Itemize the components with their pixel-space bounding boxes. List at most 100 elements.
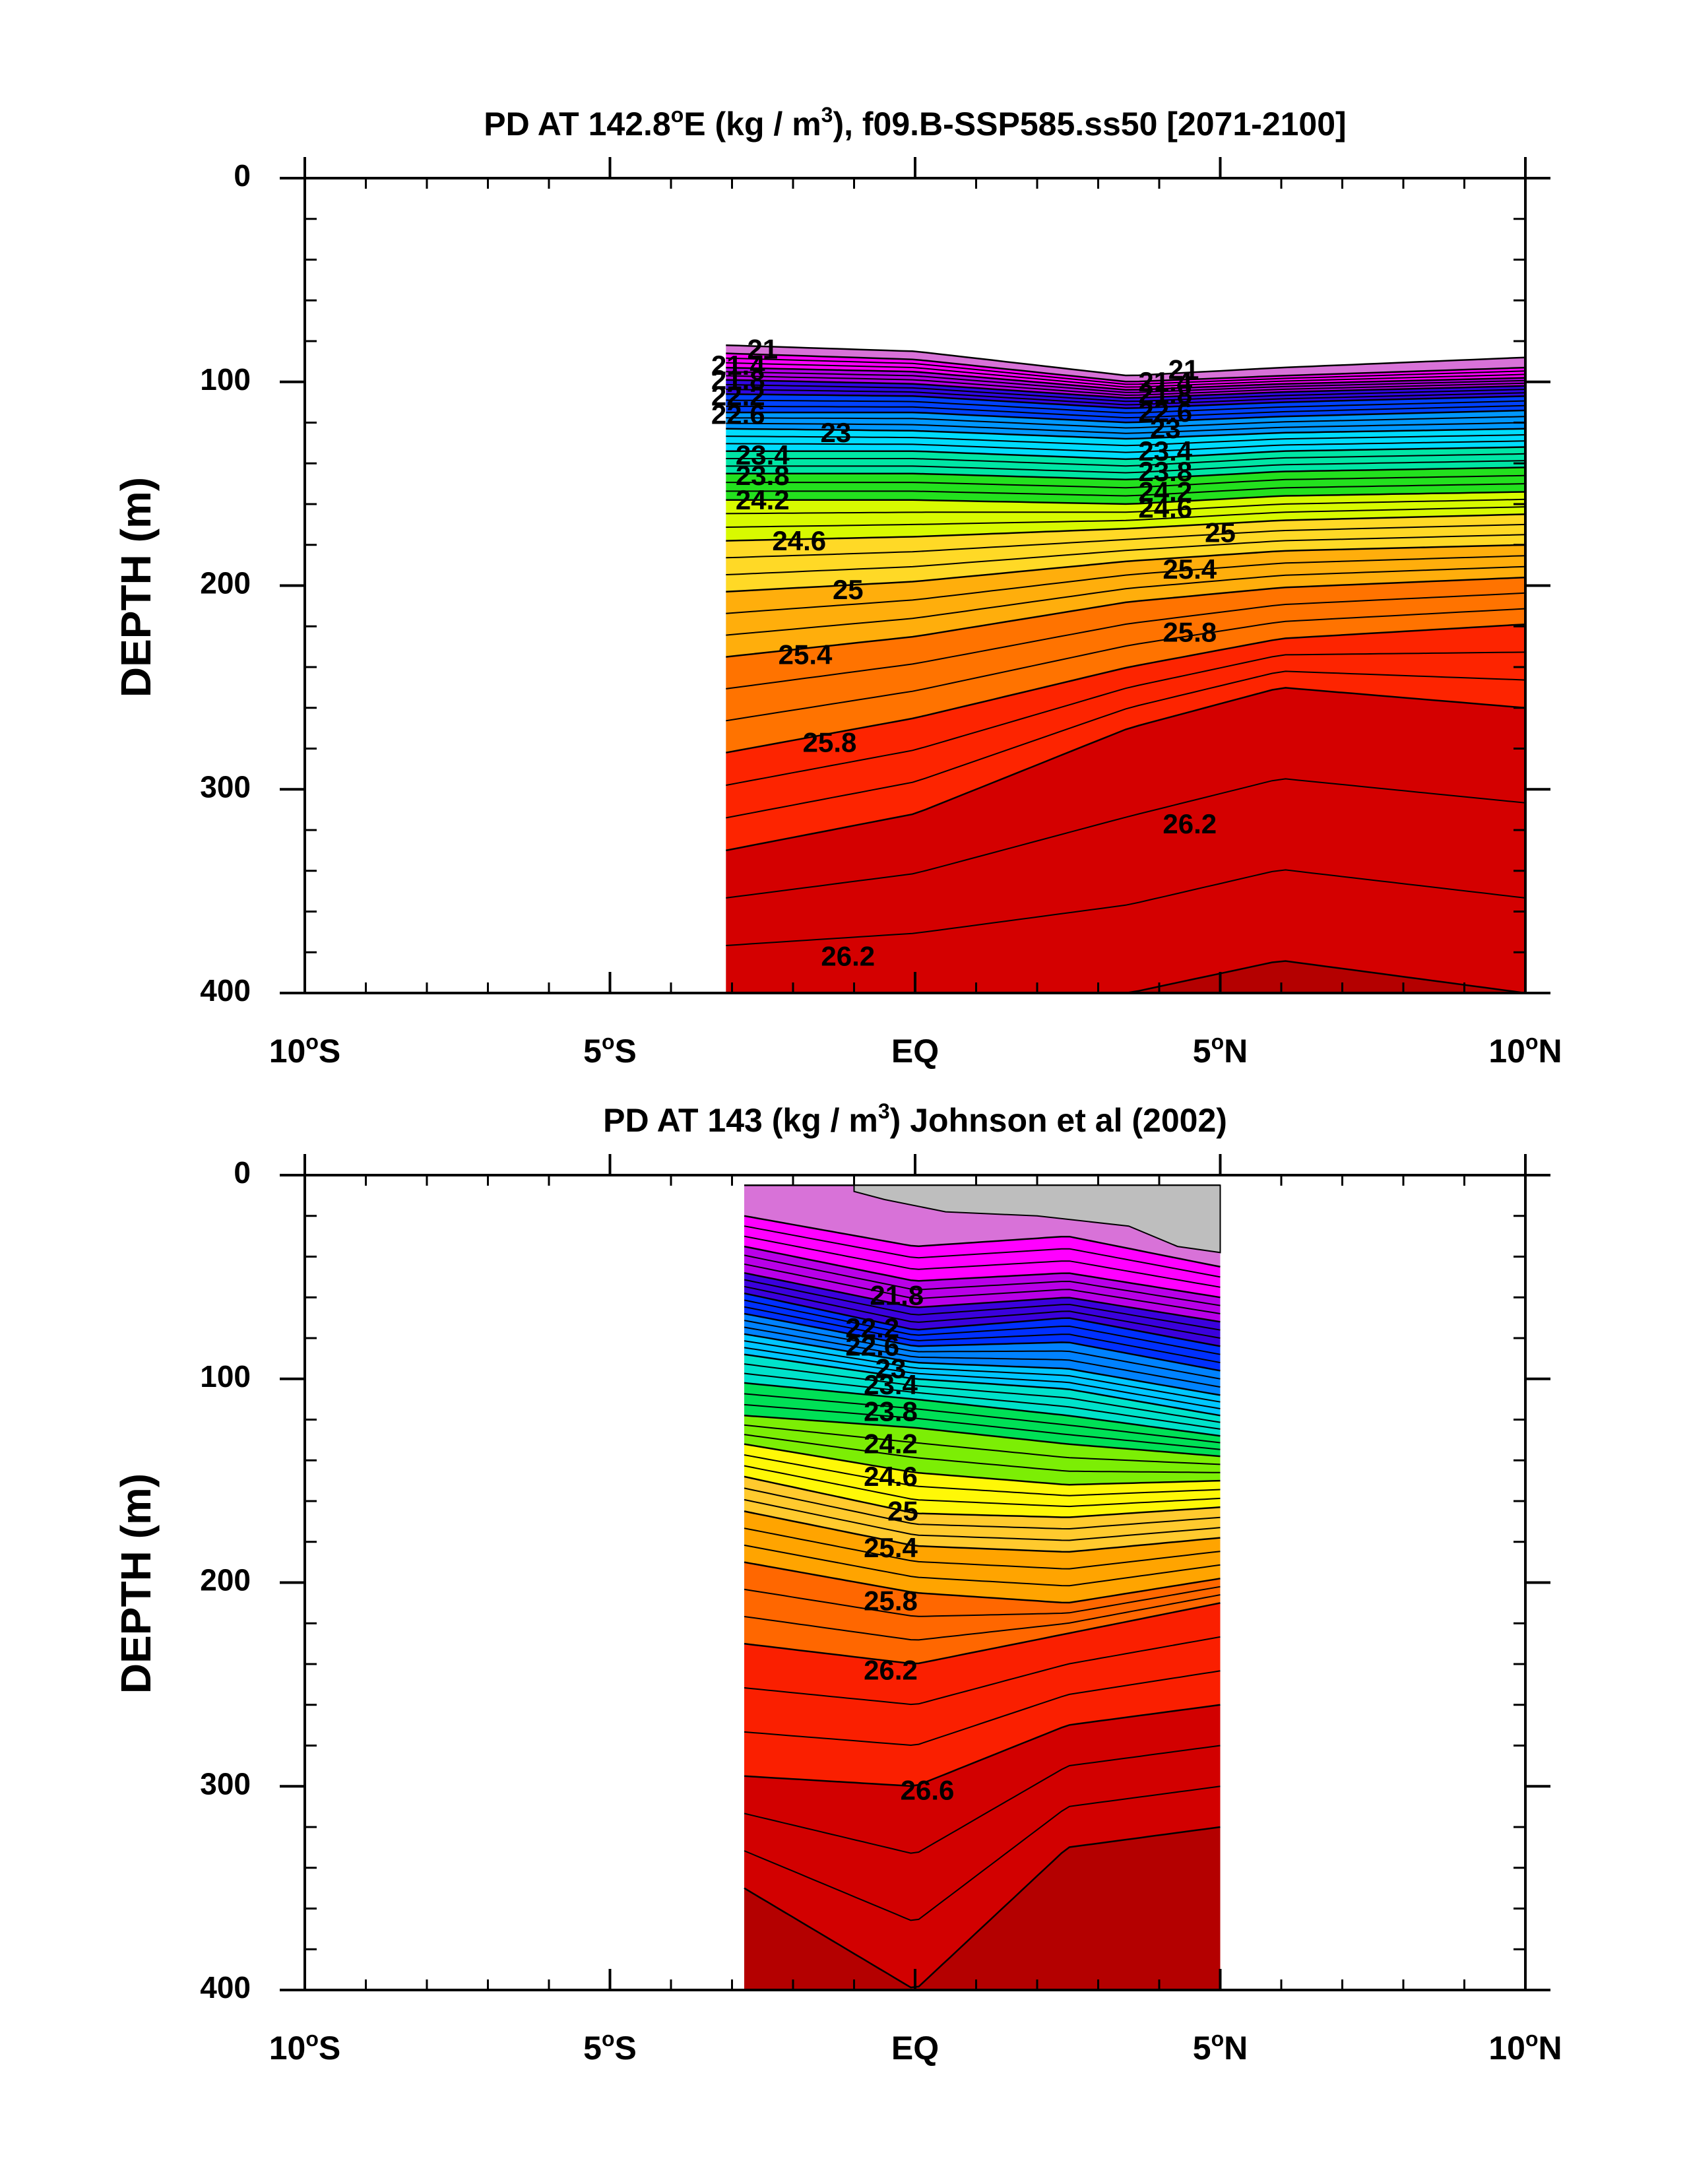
isopycnal-line [744,1424,1221,1465]
contour-label: 25.4 [779,639,833,670]
isopycnal-line [726,422,1525,434]
isopycnal-line [726,592,1525,690]
y-tick-label: 0 [234,158,251,193]
isopycnal-line [726,483,1525,497]
isopycnal-line [744,1465,1221,1508]
x-tick-label: 5oS [583,2027,637,2067]
isopycnal-line [744,1279,1221,1331]
isopycnal-line [726,383,1525,402]
isopycnal-line [744,1382,1221,1437]
panel-2-density-fill [744,1185,1221,1990]
density-band [744,1511,1221,1603]
isopycnal-line [726,357,1525,385]
panel-1-isopycnals [726,344,1525,993]
isopycnal-line [744,1527,1221,1570]
isopycnal-line [726,460,1525,474]
contour-label: 26.6 [901,1775,955,1806]
isopycnal-line [726,371,1525,393]
isopycnal-line [726,960,1525,993]
contour-label: 21.8 [711,364,765,395]
isopycnal-line [726,434,1525,447]
contour-label: 23.8 [736,460,790,491]
isopycnal-line [744,1254,1221,1306]
contour-label: 26.2 [821,941,875,972]
x-tick-label: 5oN [1193,1030,1248,1070]
contour-label: 23.8 [864,1396,918,1427]
panel-2-title: PD AT 143 (kg / m3) Johnson et al (2002) [603,1099,1227,1139]
panel-1-title: PD AT 142.8oE (kg / m3), f09.B-SSP585.ss… [484,103,1346,143]
contour-label: 23.4 [1138,435,1192,466]
isopycnal-line [744,1215,1221,1268]
isopycnal-line [726,379,1525,399]
density-band [744,1704,1221,1988]
panel-2-ylabel: DEPTH (m) [112,1473,160,1694]
isopycnal-line [744,1263,1221,1314]
contour-label: 22.2 [845,1312,899,1343]
isopycnal-line [744,1475,1221,1518]
contour-label: 24.2 [864,1429,918,1460]
x-tick-label: 10oS [269,2027,341,2067]
isopycnal-line [726,409,1525,424]
contour-label: 22.6 [845,1330,899,1361]
x-tick-label: EQ [891,1033,939,1070]
isopycnal-line [726,446,1525,461]
isopycnal-line [744,1602,1221,1665]
isopycnal-line [744,1292,1221,1347]
density-band [726,514,1525,592]
y-tick-label: 300 [200,769,251,804]
density-band [744,1246,1221,1322]
contour-label: 22.6 [1138,397,1192,428]
isopycnal-line [744,1454,1221,1496]
isopycnal-line [744,1235,1221,1288]
y-tick-label: 300 [200,1766,251,1801]
isopycnal-line [726,623,1525,754]
isopycnal-line [726,670,1525,819]
contour-label: 22.2 [711,381,765,412]
x-tick-label: 10oN [1488,2027,1562,2067]
density-band [744,1444,1221,1518]
isopycnal-line [726,778,1525,899]
contour-label: 21 [1168,354,1199,385]
isopycnal-line [726,366,1525,391]
contour-label: 25.8 [803,726,857,757]
isopycnal-line [744,1271,1221,1323]
density-band [744,1215,1221,1298]
isopycnal-line [726,869,1525,946]
y-tick-label: 400 [200,1970,251,2005]
isopycnal-line [744,1745,1221,1854]
density-band [744,1273,1221,1347]
contour-label: 22.6 [711,399,765,430]
isopycnal-line [726,651,1525,787]
isopycnal-line [744,1312,1221,1372]
isopycnal-line [726,389,1525,406]
isopycnal-line [726,404,1525,419]
contour-label: 21 [747,333,778,364]
isopycnal-line [744,1347,1221,1409]
isopycnal-line [726,506,1525,528]
isopycnal-line [744,1415,1221,1458]
contour-label: 25 [887,1496,918,1527]
density-band [726,345,1525,382]
isopycnal-line [726,453,1525,467]
contour-label: 24.6 [864,1461,918,1492]
contour-label: 24.6 [1138,492,1192,523]
x-tick-label: 5oS [583,1030,637,1070]
density-band [744,1314,1221,1396]
density-band [744,1562,1221,1664]
panel-2-axes: 0 100 200 300 400 10oS 5oS EQ 5oN 10oN [200,1154,1562,2067]
density-band [726,447,1525,480]
isopycnal-line [726,576,1525,658]
isopycnal-line [744,1443,1221,1486]
density-band [726,428,1525,459]
isopycnal-line [726,393,1525,409]
isopycnal-line [744,1594,1221,1641]
density-band [744,1354,1221,1436]
y-tick-label: 200 [200,566,251,600]
contour-label: 23 [1150,413,1181,444]
isopycnal-line [744,1544,1221,1587]
isopycnal-line [726,555,1525,614]
y-tick-label: 200 [200,1563,251,1597]
isopycnal-line [744,1403,1221,1450]
contour-label: 24.2 [736,484,790,515]
